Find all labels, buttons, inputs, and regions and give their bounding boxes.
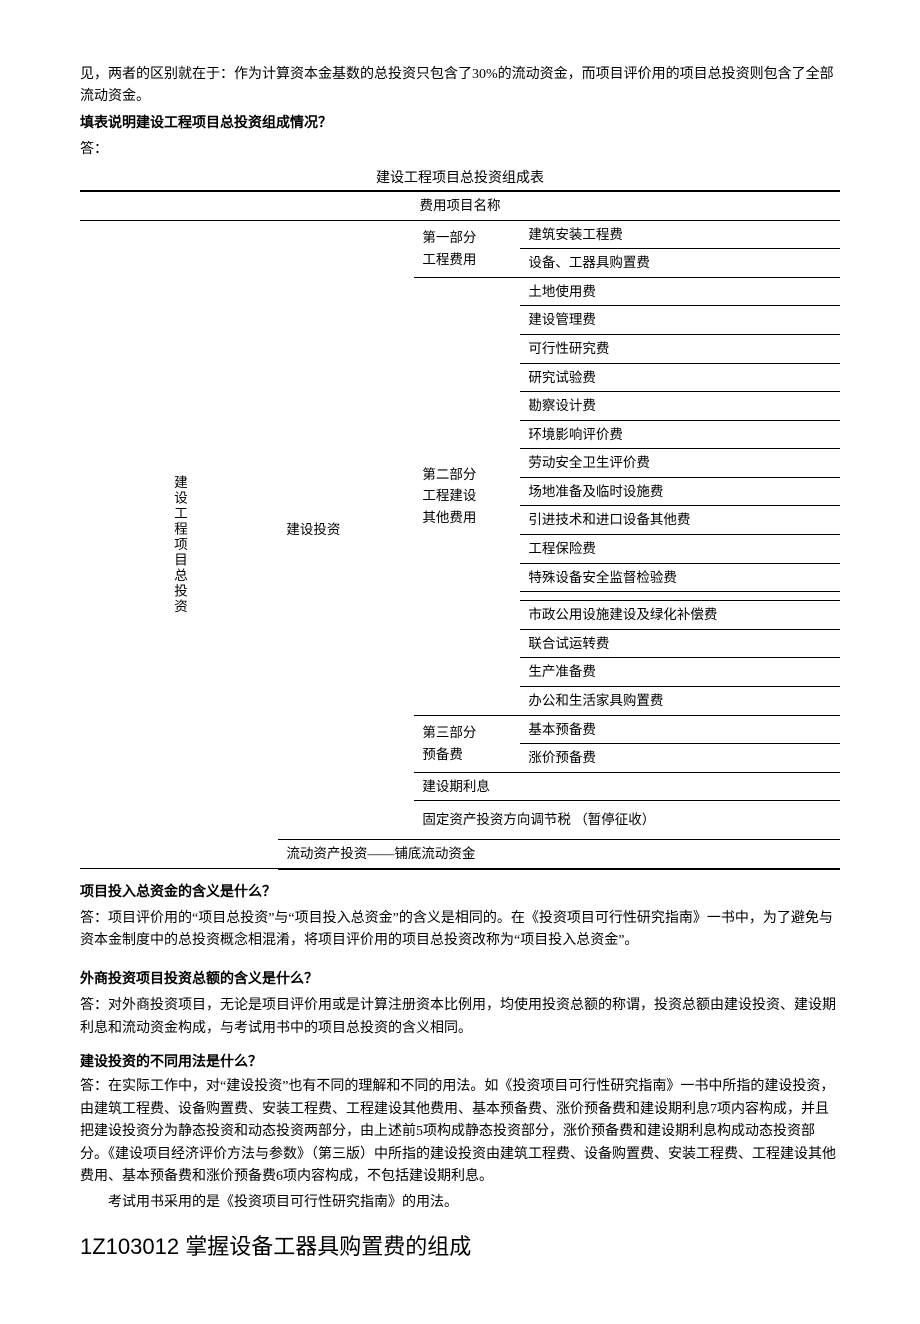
part2-label: 第二部分 工程建设 其他费用: [414, 277, 520, 715]
cell: 办公和生活家具购置费: [520, 687, 840, 716]
part1-label: 第一部分 工程费用: [414, 220, 520, 277]
interest-row: 建设期利息: [414, 772, 840, 801]
cell: 勘察设计费: [520, 392, 840, 421]
section3-heading: 建设投资的不同用法是什么？: [80, 1052, 840, 1074]
cell: 劳动安全卫生评价费: [520, 449, 840, 478]
cell: 基本预备费: [520, 715, 840, 744]
cell: 工程保险费: [520, 535, 840, 564]
section1-heading: 项目投入总资金的含义是什么？: [80, 882, 840, 904]
cell: 场地准备及临时设施费: [520, 477, 840, 506]
cell: 环境影响评价费: [520, 420, 840, 449]
cell: 市政公用设施建设及绿化补偿费: [520, 601, 840, 630]
cell: 可行性研究费: [520, 334, 840, 363]
section-code-heading: 1Z103012 掌握设备工器具购置费的组成: [80, 1229, 840, 1264]
section2-p: 答：对外商投资项目，无论是项目评价用或是计算注册资本比例用，均使用投资总额的称谓…: [80, 995, 840, 1040]
cell: 引进技术和进口设备其他费: [520, 506, 840, 535]
cell: 涨价预备费: [520, 744, 840, 773]
part3-label: 第三部分 预备费: [414, 715, 520, 772]
intro-paragraph: 见，两者的区别就在于：作为计算资本金基数的总投资只包含了30%的流动资金，而项目…: [80, 64, 840, 109]
cell: 建设管理费: [520, 306, 840, 335]
table-header: 费用项目名称: [80, 191, 840, 220]
question-1: 填表说明建设工程项目总投资组成情况？: [80, 113, 840, 135]
col2-construction: 建设投资: [278, 220, 414, 839]
tax-row: 固定资产投资方向调节税 （暂停征收）: [414, 801, 840, 840]
cell: 研究试验费: [520, 363, 840, 392]
answer-label-1: 答：: [80, 139, 840, 161]
cell: 特殊设备安全监督检验费: [520, 563, 840, 592]
liquid-row: 流动资产投资——铺底流动资金: [278, 840, 840, 869]
cell: 生产准备费: [520, 658, 840, 687]
cell: 联合试运转费: [520, 629, 840, 658]
section2-heading: 外商投资项目投资总额的含义是什么？: [80, 969, 840, 991]
cell: 建筑安装工程费: [520, 220, 840, 249]
section3-p1: 答：在实际工作中，对“建设投资”也有不同的理解和不同的用法。如《投资项目可行性研…: [80, 1076, 840, 1188]
investment-table: 费用项目名称 建设工程项目总投资 建设投资 第一部分 工程费用 建筑安装工程费 …: [80, 190, 840, 870]
table-title: 建设工程项目总投资组成表: [80, 168, 840, 190]
section1-p: 答：项目评价用的“项目总投资”与“项目投入总资金”的含义是相同的。在《投资项目可…: [80, 908, 840, 953]
cell: 土地使用费: [520, 277, 840, 306]
section3-p2: 考试用书采用的是《投资项目可行性研究指南》的用法。: [80, 1192, 840, 1214]
col1-total: 建设工程项目总投资: [80, 220, 278, 869]
cell: 设备、工器具购置费: [520, 249, 840, 278]
